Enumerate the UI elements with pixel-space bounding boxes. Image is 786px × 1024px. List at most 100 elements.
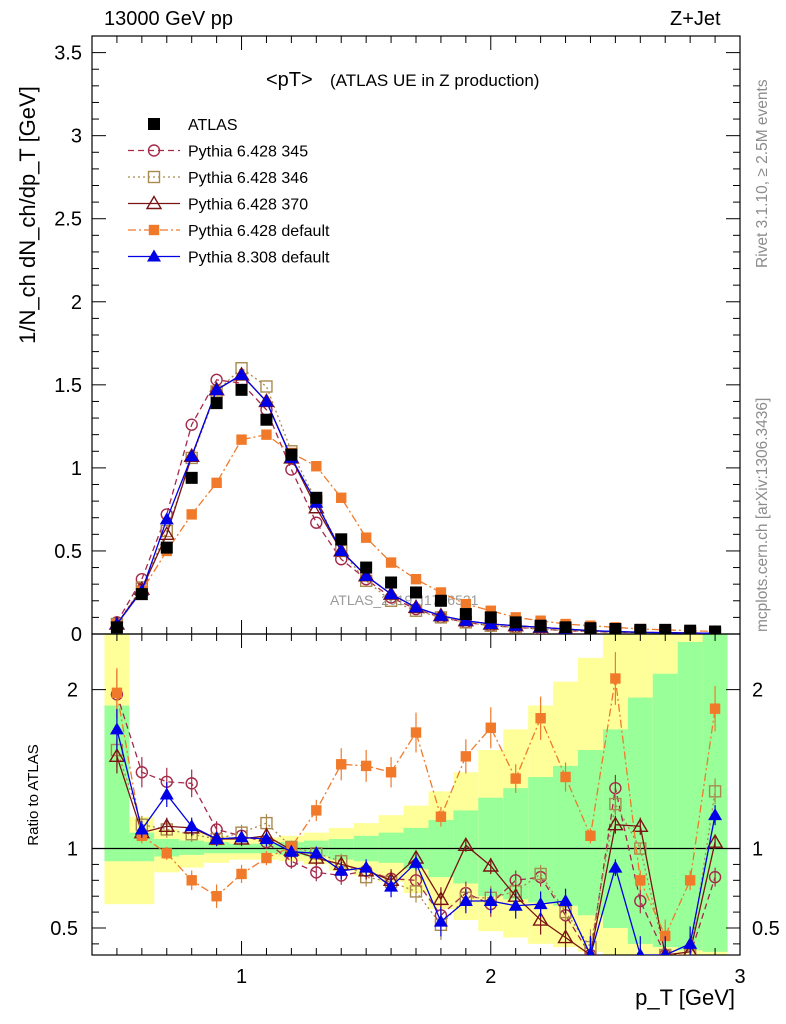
ratio-data-point	[533, 897, 548, 910]
band-1sigma	[652, 673, 678, 948]
ratio-data-point	[158, 817, 175, 832]
ratio-data-point	[209, 831, 224, 844]
ratio-data-point	[608, 860, 623, 873]
ratio-data-point	[384, 879, 399, 892]
main-data-point	[584, 622, 597, 634]
ratio-data-point	[109, 722, 124, 735]
main-data-point	[310, 516, 323, 529]
ratio-data-point	[683, 943, 697, 955]
ratio-data-point	[706, 833, 724, 848]
main-data-point	[235, 383, 248, 396]
ratio-y-tick-label-left: 1	[67, 839, 78, 861]
ratio-data-point	[609, 797, 622, 811]
main-data-point	[360, 561, 373, 574]
band-1sigma	[378, 832, 404, 863]
ratio-data-point	[558, 893, 573, 906]
main-data-point	[158, 525, 175, 541]
ratio-data-point	[634, 894, 647, 908]
main-data-point	[459, 608, 472, 621]
ratio-data-point	[632, 817, 649, 832]
ratio-data-point	[483, 893, 498, 906]
ratio-data-point	[134, 822, 149, 835]
main-data-point	[385, 557, 397, 568]
legend-entry: Pythia 6.428 default	[128, 223, 330, 240]
ratio-data-point	[532, 911, 549, 926]
main-data-point	[384, 587, 399, 600]
main-data-point	[684, 624, 697, 634]
header-right: Z+Jet	[670, 8, 721, 30]
ratio-data-point	[432, 890, 450, 906]
main-data-point	[185, 418, 198, 431]
ratio-y-axis-label: Ratio to ATLAS	[25, 744, 42, 845]
ratio-data-point	[457, 836, 475, 852]
ratio-data-point	[607, 816, 624, 831]
main-data-point	[709, 625, 722, 634]
band-1sigma	[478, 797, 504, 897]
ratio-y-tick-label-right: 0.5	[752, 918, 780, 940]
legend-marker	[148, 118, 160, 130]
main-data-point	[110, 621, 123, 634]
ratio-data-point	[482, 857, 499, 872]
ratio-data-point	[535, 713, 546, 724]
main-data-point	[410, 586, 422, 599]
ratio-data-point	[334, 863, 349, 876]
ratio-data-point	[409, 885, 423, 898]
main-data-point	[160, 524, 173, 538]
ratio-y-tick-label-right: 1	[752, 839, 763, 861]
ratio-data-point	[610, 673, 621, 684]
ratio-data-point	[108, 747, 126, 763]
ratio-data-point	[311, 805, 322, 816]
main-data-point	[409, 600, 423, 613]
main-data-point	[211, 477, 222, 489]
ratio-data-point	[259, 831, 274, 844]
main-data-point	[260, 380, 273, 393]
ratio-data-point	[557, 929, 574, 944]
main-data-point	[185, 471, 198, 484]
legend-marker	[147, 170, 161, 184]
ratio-y-tick-label-left: 0.5	[50, 918, 78, 940]
ratio-data-point	[634, 842, 647, 855]
ratio-series-group	[108, 652, 724, 955]
main-data-point	[434, 594, 447, 607]
ratio-y-tick-label-right: 2	[752, 680, 763, 702]
main-data-point	[336, 492, 347, 503]
ratio-data-point	[385, 767, 397, 778]
x-tick-label: 3	[734, 966, 745, 988]
ratio-data-point	[184, 819, 199, 832]
main-y-tick-label: 2.5	[54, 209, 82, 231]
ratio-data-point	[234, 830, 249, 843]
main-data-point	[135, 588, 148, 601]
main-data-point	[210, 397, 223, 410]
main-y-tick-label: 3	[71, 126, 82, 148]
band-1sigma	[204, 842, 230, 854]
ratio-y-tick-label-left: 2	[67, 680, 78, 702]
legend-label: Pythia 6.428 370	[188, 197, 308, 214]
legend-marker	[147, 249, 161, 262]
main-y-tick-label: 1.5	[54, 375, 82, 397]
ratio-data-point	[135, 766, 149, 779]
ratio-data-point	[683, 936, 698, 949]
x-tick-label: 2	[485, 966, 496, 988]
ratio-data-point	[485, 722, 496, 733]
ratio-data-point	[433, 914, 448, 927]
ratio-data-point	[185, 777, 198, 790]
main-data-point	[534, 619, 547, 632]
band-1sigma	[328, 838, 354, 860]
main-y-tick-label: 3.5	[54, 43, 82, 65]
ratio-data-point	[585, 830, 596, 842]
main-data-point	[259, 394, 274, 407]
legend-label: Pythia 6.428 346	[188, 170, 308, 187]
main-data-point	[335, 533, 348, 546]
ratio-data-point	[708, 785, 722, 798]
main-data-point	[484, 611, 497, 624]
legend-entry: ATLAS	[148, 117, 238, 134]
main-data-point	[184, 449, 199, 462]
main-data-point	[509, 616, 522, 629]
main-y-tick-label: 2	[71, 292, 82, 314]
main-y-axis-label: 1/N_ch dN_ch/dp_T [GeV]	[15, 86, 40, 344]
ratio-data-point	[684, 875, 696, 886]
ratio-data-point	[709, 703, 721, 714]
main-series-group	[108, 362, 722, 634]
ratio-bands	[104, 634, 728, 955]
